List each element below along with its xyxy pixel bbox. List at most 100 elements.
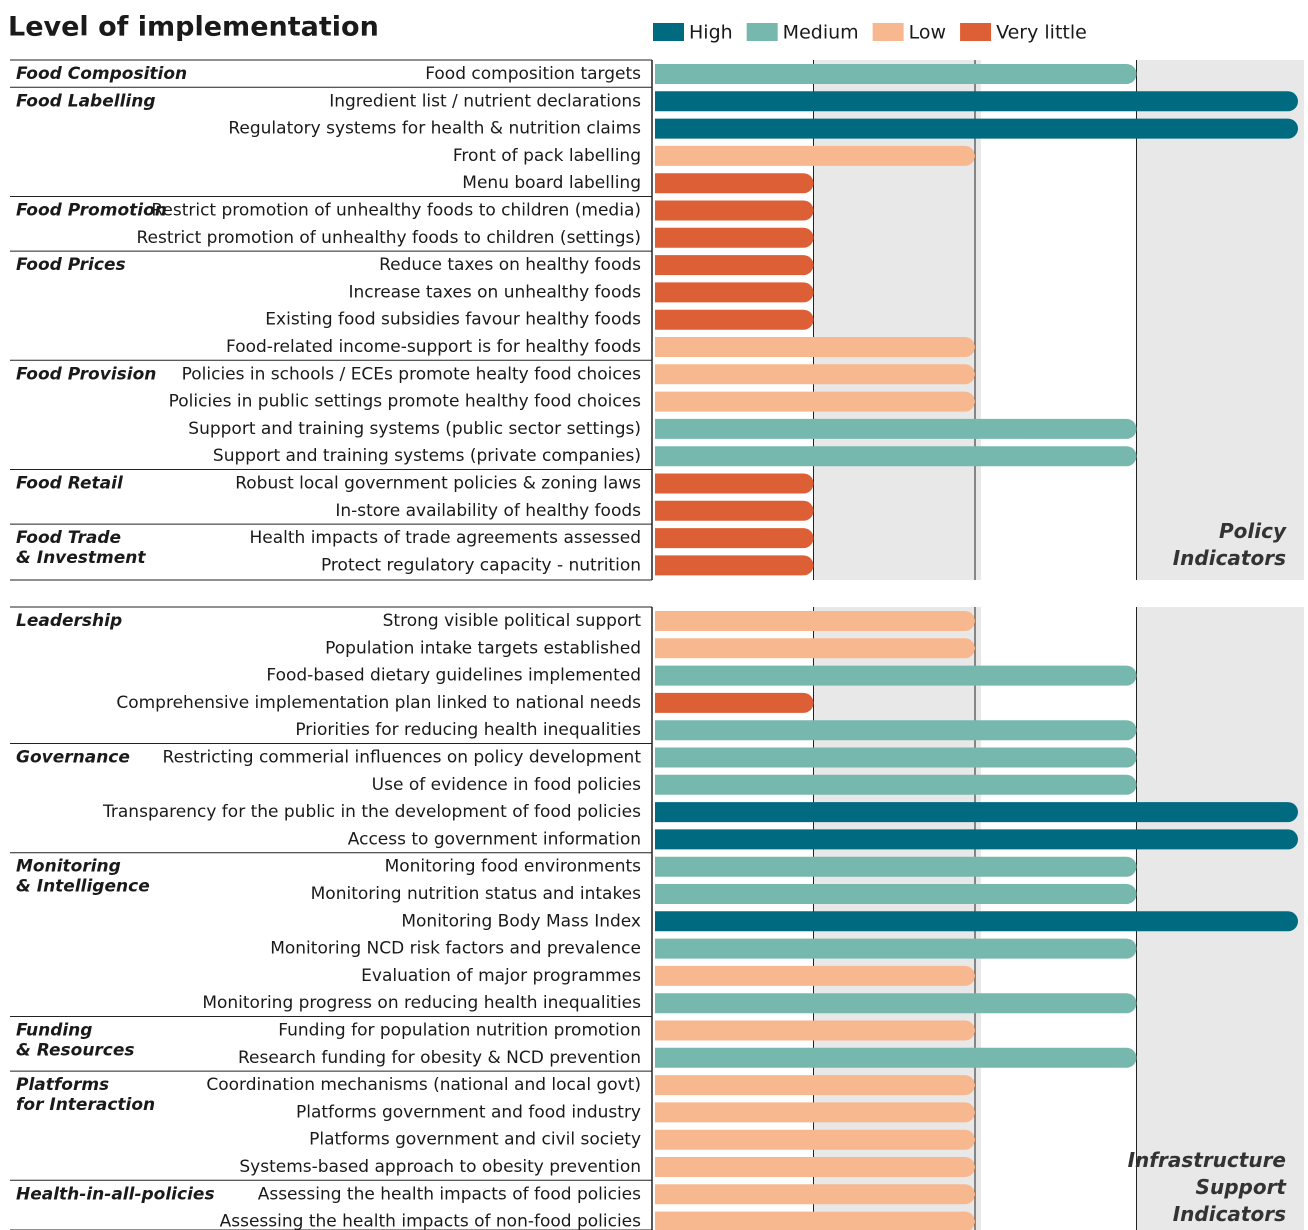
group-label: Food Prices bbox=[16, 255, 126, 275]
item-label: Population intake targets established bbox=[325, 638, 641, 658]
item-label: Monitoring progress on reducing health i… bbox=[202, 993, 641, 1013]
bar bbox=[655, 993, 1137, 1014]
item-label: Systems-based approach to obesity preven… bbox=[239, 1157, 641, 1177]
bar bbox=[655, 1129, 975, 1150]
item-label: Use of evidence in food policies bbox=[372, 775, 641, 795]
group-label: Platforms bbox=[16, 1075, 109, 1095]
section-label: Indicators bbox=[1173, 546, 1286, 570]
item-label: Transparency for the public in the devel… bbox=[102, 802, 641, 822]
item-label: Access to government information bbox=[348, 829, 641, 849]
bar bbox=[655, 473, 814, 494]
item-label: Assessing the health impacts of food pol… bbox=[258, 1184, 641, 1204]
legend-swatch bbox=[746, 23, 778, 41]
item-label: Monitoring Body Mass Index bbox=[401, 911, 641, 931]
bar bbox=[655, 173, 814, 194]
bar bbox=[655, 227, 814, 248]
group-label: Monitoring bbox=[16, 857, 121, 877]
bar bbox=[655, 145, 975, 166]
item-label: Monitoring food environments bbox=[385, 857, 642, 877]
bar bbox=[655, 1184, 975, 1205]
item-label: Evaluation of major programmes bbox=[361, 966, 641, 986]
bar bbox=[655, 1102, 975, 1123]
item-label: Research funding for obesity & NCD preve… bbox=[238, 1048, 641, 1068]
section-label: Infrastructure bbox=[1128, 1148, 1286, 1172]
bar bbox=[655, 638, 975, 659]
item-label: Monitoring NCD risk factors and prevalen… bbox=[270, 939, 641, 959]
item-label: Strong visible political support bbox=[383, 611, 642, 631]
item-label: Food-based dietary guidelines implemente… bbox=[266, 666, 641, 686]
bar bbox=[655, 884, 1137, 904]
plot-band bbox=[1136, 60, 1304, 580]
bar bbox=[655, 665, 1137, 686]
bar bbox=[655, 802, 1298, 823]
bar bbox=[655, 282, 814, 303]
item-label: Increase taxes on unhealthy foods bbox=[348, 282, 641, 302]
bar bbox=[655, 1047, 1137, 1068]
bar bbox=[655, 337, 975, 357]
bar bbox=[655, 938, 1137, 959]
item-label: Monitoring nutrition status and intakes bbox=[311, 884, 642, 904]
item-label: Health impacts of trade agreements asses… bbox=[249, 528, 641, 548]
bar bbox=[655, 1075, 975, 1096]
bar bbox=[655, 720, 1137, 741]
item-label: Ingredient list / nutrient declarations bbox=[329, 91, 641, 111]
item-label: Platforms government and food industry bbox=[296, 1102, 641, 1122]
group-label: Food Promotion bbox=[16, 201, 167, 221]
bar bbox=[655, 118, 1299, 139]
group-label: Food Trade bbox=[16, 528, 121, 548]
group-label: for Interaction bbox=[16, 1095, 155, 1115]
group-label: & Intelligence bbox=[16, 877, 150, 897]
bar bbox=[655, 364, 975, 385]
item-label: Assessing the health impacts of non-food… bbox=[220, 1212, 642, 1230]
bar bbox=[655, 391, 975, 412]
item-label: Funding for population nutrition promoti… bbox=[278, 1021, 641, 1041]
bar bbox=[655, 774, 1137, 795]
bar bbox=[655, 418, 1137, 439]
item-label: Restricting commerial influences on poli… bbox=[163, 748, 642, 768]
bar bbox=[655, 965, 975, 986]
item-label: Coordination mechanisms (national and lo… bbox=[206, 1075, 641, 1095]
chart-title: Level of implementation bbox=[8, 12, 379, 43]
item-label: Protect regulatory capacity - nutrition bbox=[321, 555, 641, 575]
bar bbox=[655, 1157, 975, 1177]
bar bbox=[655, 200, 814, 221]
section-label: Indicators bbox=[1173, 1202, 1286, 1226]
bar bbox=[655, 64, 1137, 84]
item-label: Front of pack labelling bbox=[453, 146, 641, 166]
item-label: Priorities for reducing health inequalit… bbox=[295, 720, 641, 740]
group-label: & Resources bbox=[16, 1041, 135, 1061]
item-label: Comprehensive implementation plan linked… bbox=[116, 693, 641, 713]
item-label: Restrict promotion of unhealthy foods to… bbox=[151, 201, 641, 221]
section-label: Support bbox=[1196, 1175, 1288, 1199]
group-label: Food Provision bbox=[16, 364, 156, 384]
group-label: Leadership bbox=[16, 611, 122, 631]
item-label: Reduce taxes on healthy foods bbox=[379, 255, 641, 275]
group-label: Food Composition bbox=[16, 64, 187, 84]
bar bbox=[655, 1211, 975, 1230]
item-label: Robust local government policies & zonin… bbox=[235, 474, 641, 494]
item-label: Food-related income-support is for healt… bbox=[226, 337, 641, 357]
bar bbox=[655, 528, 814, 549]
group-label: Food Retail bbox=[16, 474, 124, 494]
legend-swatch bbox=[653, 23, 684, 41]
section-label: Policy bbox=[1219, 519, 1287, 543]
group-label: Food Labelling bbox=[16, 91, 156, 111]
bar bbox=[655, 611, 975, 631]
bar bbox=[655, 500, 814, 521]
group-label: Health-in-all-policies bbox=[16, 1184, 215, 1204]
legend-swatch bbox=[872, 23, 904, 41]
legend-swatch bbox=[960, 23, 992, 41]
item-label: In-store availability of healthy foods bbox=[335, 501, 641, 521]
item-label: Policies in schools / ECEs promote healt… bbox=[182, 364, 642, 384]
bar bbox=[655, 911, 1298, 932]
item-label: Platforms government and civil society bbox=[309, 1130, 641, 1150]
bar bbox=[655, 446, 1137, 467]
legend-label: Low bbox=[909, 22, 946, 44]
bar bbox=[655, 856, 1137, 877]
item-label: Policies in public settings promote heal… bbox=[169, 392, 642, 412]
item-label: Support and training systems (public sec… bbox=[188, 419, 641, 439]
item-label: Restrict promotion of unhealthy foods to… bbox=[137, 228, 642, 248]
bar bbox=[655, 555, 814, 576]
item-label: Support and training systems (private co… bbox=[213, 446, 641, 466]
